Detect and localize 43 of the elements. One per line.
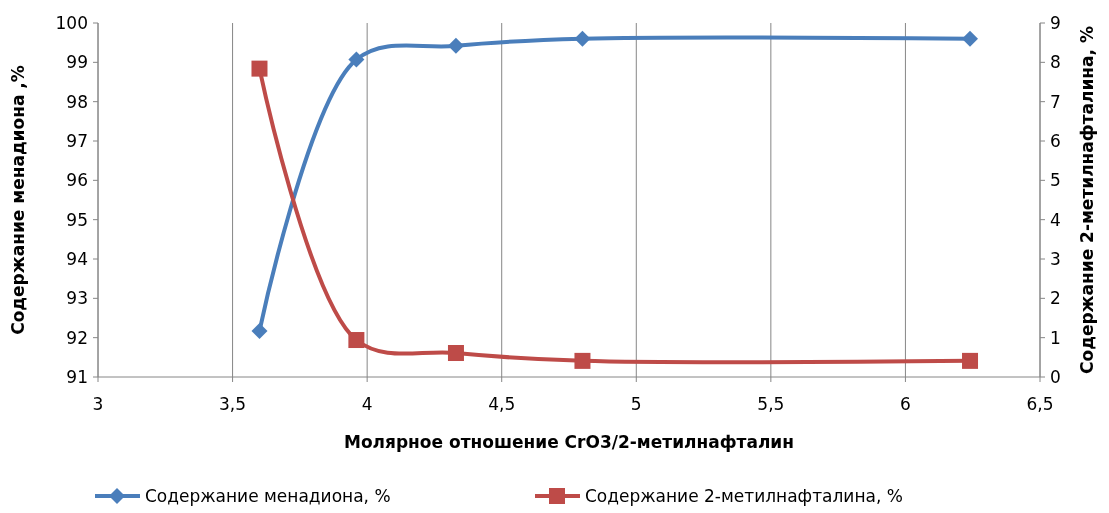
x-axis-title: Молярное отношение CrO3/2-метилнафталин [343, 432, 795, 452]
x-tick-label: 6,5 [1026, 394, 1054, 414]
y2-axis-title: Содержание 2-метилнафталина, % [1077, 25, 1097, 375]
y2-tick-label: 3 [1050, 248, 1061, 269]
x-tick-label: 3,5 [219, 394, 247, 414]
y-tick-label: 95 [66, 209, 88, 230]
y-tick-label: 97 [66, 130, 88, 151]
y2-tick-label: 7 [1050, 91, 1061, 112]
y2-tick-label: 1 [1050, 327, 1061, 348]
y-tick-label: 96 [66, 170, 88, 191]
point [348, 332, 365, 349]
point [447, 37, 464, 54]
y-tick-label: 92 [66, 327, 88, 348]
y2-tick-label: 0 [1050, 366, 1061, 387]
y-tick-label: 98 [66, 91, 88, 112]
x-tick-label: 5 [630, 394, 642, 414]
y2-tick-label: 9 [1050, 12, 1061, 33]
y-tick-label: 94 [66, 248, 88, 269]
point [962, 30, 979, 47]
y-tick-label: 99 [66, 52, 88, 73]
x-tick-label: 6 [900, 394, 911, 414]
legend-label: Содержание 2-метилнафталина, % [585, 485, 903, 506]
point [962, 352, 979, 369]
point [348, 51, 365, 68]
x-tick-label: 4,5 [488, 394, 516, 414]
y2-tick-label: 6 [1050, 130, 1061, 151]
y2-tick-label: 8 [1050, 52, 1061, 73]
x-tick-label: 3 [92, 394, 104, 414]
y-axis-title: Содержание менадиона ,% [8, 65, 28, 335]
x-tick-label: 4 [361, 394, 373, 414]
point [251, 60, 268, 77]
y-tick-label: 91 [66, 366, 88, 387]
point [251, 322, 268, 339]
y2-tick-label: 2 [1050, 288, 1061, 309]
x-tick-label: 5,5 [757, 394, 785, 414]
y-tick-label: 100 [55, 12, 88, 33]
legend-label: Содержание менадиона, % [145, 485, 391, 506]
y-tick-label: 93 [66, 288, 88, 309]
y2-tick-label: 4 [1050, 209, 1061, 230]
point [574, 352, 591, 369]
y2-tick-label: 5 [1050, 170, 1061, 191]
point [574, 30, 591, 47]
point [447, 345, 464, 362]
